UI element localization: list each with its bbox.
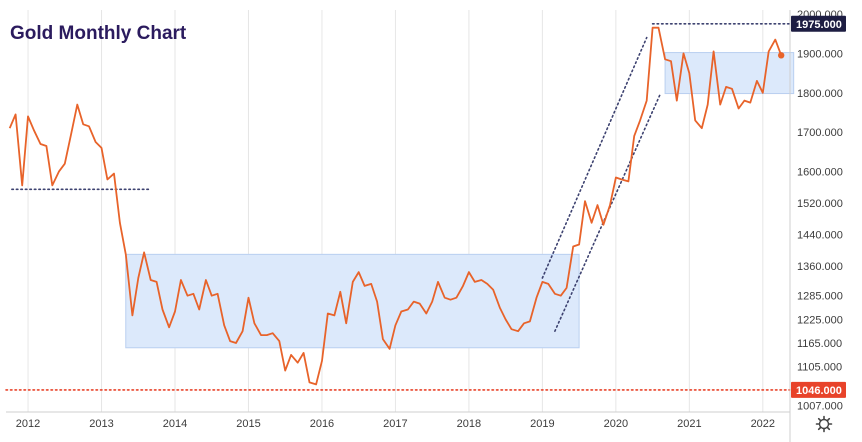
y-tick-label: 1007.000: [797, 400, 843, 412]
x-tick-label: 2013: [89, 418, 113, 430]
price-tag-top: 1975.000: [796, 19, 842, 31]
y-tick-label: 1225.000: [797, 314, 843, 326]
x-tick-label: 2022: [751, 418, 775, 430]
upper-channel-line: [541, 36, 648, 279]
y-tick-label: 1165.000: [797, 338, 842, 350]
y-tick-label: 1285.000: [797, 291, 843, 303]
consolidation-box-2020-2022: [664, 52, 795, 95]
y-tick-label: 1700.000: [797, 127, 843, 139]
y-tick-label: 1360.000: [797, 261, 843, 273]
price-tag-top-bg: [791, 15, 846, 32]
lower-channel-line: [554, 93, 661, 333]
y-tick-label: 1105.000: [797, 362, 842, 374]
grid-layer: [27, 10, 764, 412]
x-tick-label: 2019: [530, 418, 554, 430]
trend-lines: [5, 22, 791, 391]
x-axis: 2012 2013 2014 2015 2016 2017 2018 2019 2020 2021…: [6, 411, 790, 430]
x-tick-label: 2016: [310, 418, 334, 430]
gear-icon[interactable]: [815, 415, 833, 433]
x-tick-label: 2017: [383, 418, 407, 430]
y-axis: 2000.0001900.0001800.0001700.0001600.000…: [789, 9, 843, 442]
y-tick-label: 1600.000: [797, 167, 843, 179]
price-tags: 1975.000 1046.000: [791, 15, 846, 398]
x-tick-label: 2021: [677, 418, 701, 430]
chart-title: Gold Monthly Chart: [10, 23, 187, 44]
consolidation-box-2013-2019: [125, 253, 580, 349]
x-tick-label: 2015: [236, 418, 260, 430]
y-tick-label: 1900.000: [797, 48, 843, 60]
x-tick-label: 2014: [163, 418, 187, 430]
y-tick-label: 1520.000: [797, 198, 843, 210]
price-line: [8, 26, 783, 386]
x-tick-label: 2012: [16, 418, 40, 430]
price-series: [8, 26, 785, 386]
y-tick-label: 1440.000: [797, 230, 843, 242]
last-price-marker: [777, 52, 785, 59]
price-tag-bottom: 1046.000: [796, 385, 842, 397]
price-tag-bottom-bg: [791, 381, 846, 398]
x-tick-label: 2020: [604, 418, 628, 430]
x-tick-label: 2018: [457, 418, 481, 430]
range-boxes: [125, 52, 795, 349]
y-tick-label: 1800.000: [797, 88, 843, 100]
